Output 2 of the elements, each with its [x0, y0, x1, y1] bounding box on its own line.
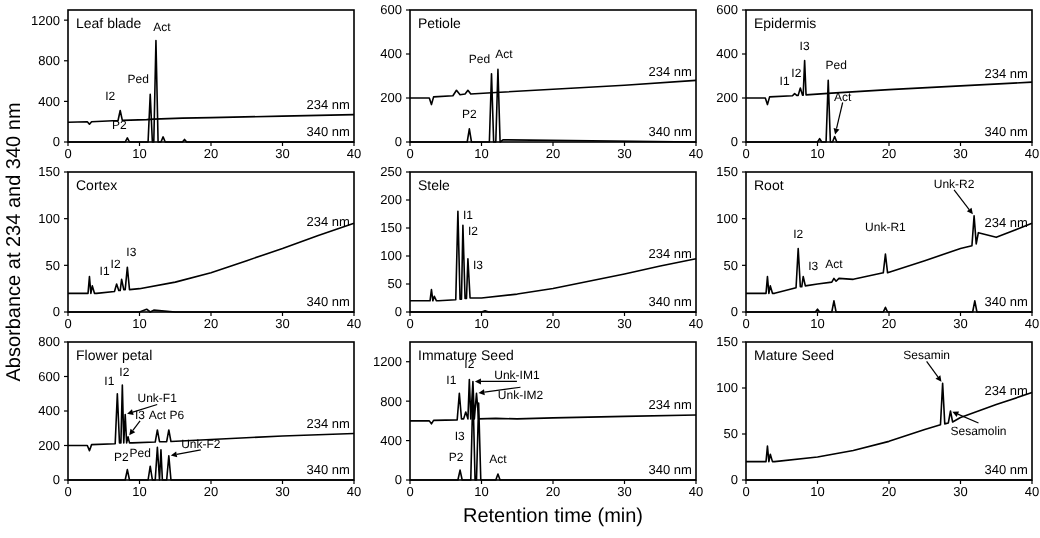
x-axis-title: Retention time (min) — [462, 506, 644, 528]
y-axis-title: Absorbance at 234 and 340 nm — [4, 102, 26, 382]
